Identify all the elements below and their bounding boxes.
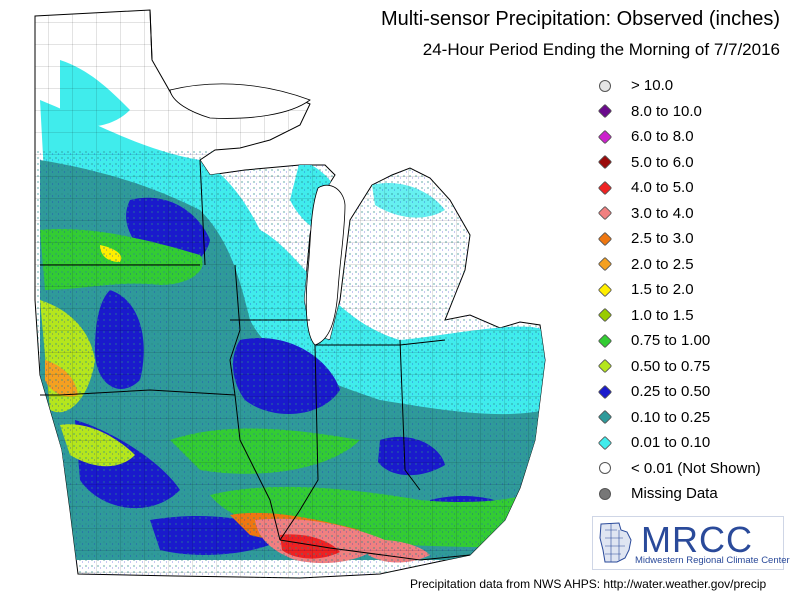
legend-swatch (599, 462, 611, 475)
legend-item: 8.0 to 10.0 (597, 99, 799, 125)
legend-label: > 10.0 (631, 77, 674, 95)
legend-label: Missing Data (631, 485, 718, 503)
logo-subtitle: Midwestern Regional Climate Center (635, 555, 790, 566)
legend-swatch (597, 180, 613, 195)
legend-item: 2.5 to 3.0 (597, 226, 799, 252)
legend-label: 8.0 to 10.0 (631, 102, 702, 120)
legend-item: 5.0 to 6.0 (597, 150, 799, 176)
legend-label: 1.0 to 1.5 (631, 306, 694, 324)
legend-swatch (599, 487, 611, 500)
mrcc-logo: MRCC Midwestern Regional Climate Center (592, 516, 790, 570)
legend-swatch (597, 104, 613, 119)
legend-item: 0.75 to 1.00 (597, 328, 799, 354)
legend-label: < 0.01 (Not Shown) (631, 459, 761, 477)
midwest-map-icon (599, 522, 632, 563)
legend-item: > 10.0 (599, 73, 799, 99)
legend-label: 1.5 to 2.0 (631, 281, 694, 299)
legend-label: 0.50 to 0.75 (631, 357, 711, 375)
legend-label: 5.0 to 6.0 (631, 153, 694, 171)
legend-swatch (597, 333, 613, 348)
legend: > 10.0 8.0 to 10.0 6.0 to 8.0 5.0 to 6.0… (597, 73, 799, 507)
map-subtitle: 24-Hour Period Ending the Morning of 7/7… (422, 40, 780, 59)
legend-swatch (597, 435, 613, 450)
legend-swatch (597, 308, 613, 323)
map-title: Multi-sensor Precipitation: Observed (in… (380, 8, 780, 30)
legend-item: 1.0 to 1.5 (597, 303, 799, 329)
legend-label: 6.0 to 8.0 (631, 128, 694, 146)
legend-item: 3.0 to 4.0 (597, 201, 799, 227)
legend-swatch (597, 384, 613, 399)
legend-swatch (597, 231, 613, 246)
legend-item: 6.0 to 8.0 (597, 124, 799, 150)
legend-label: 2.0 to 2.5 (631, 255, 694, 273)
legend-item: 0.25 to 0.50 (597, 379, 799, 405)
legend-swatch (599, 79, 611, 92)
legend-swatch (597, 282, 613, 297)
legend-item: 0.01 to 0.10 (597, 430, 799, 456)
legend-swatch (597, 359, 613, 374)
legend-swatch (597, 155, 613, 170)
legend-label: 2.5 to 3.0 (631, 230, 694, 248)
legend-item: < 0.01 (Not Shown) (599, 456, 799, 482)
legend-label: 4.0 to 5.0 (631, 179, 694, 197)
legend-swatch (597, 206, 613, 221)
logo-text: MRCC (641, 519, 753, 560)
lake-superior (169, 83, 311, 119)
legend-item: 0.50 to 0.75 (597, 354, 799, 380)
legend-label: 0.75 to 1.00 (631, 332, 711, 350)
legend-label: 0.10 to 0.25 (631, 408, 711, 426)
legend-item: 4.0 to 5.0 (597, 175, 799, 201)
source-credit: Precipitation data from NWS AHPS: http:/… (410, 577, 767, 591)
legend-item: Missing Data (599, 481, 799, 507)
legend-item: 0.10 to 0.25 (597, 405, 799, 431)
legend-item: 1.5 to 2.0 (597, 277, 799, 303)
legend-swatch (597, 410, 613, 425)
legend-swatch (597, 257, 613, 272)
legend-item: 2.0 to 2.5 (597, 252, 799, 278)
legend-label: 0.01 to 0.10 (631, 434, 711, 452)
legend-swatch (597, 129, 613, 144)
legend-label: 0.25 to 0.50 (631, 383, 711, 401)
state-borders (40, 9, 471, 561)
lake-michigan (305, 184, 346, 346)
legend-label: 3.0 to 4.0 (631, 204, 694, 222)
